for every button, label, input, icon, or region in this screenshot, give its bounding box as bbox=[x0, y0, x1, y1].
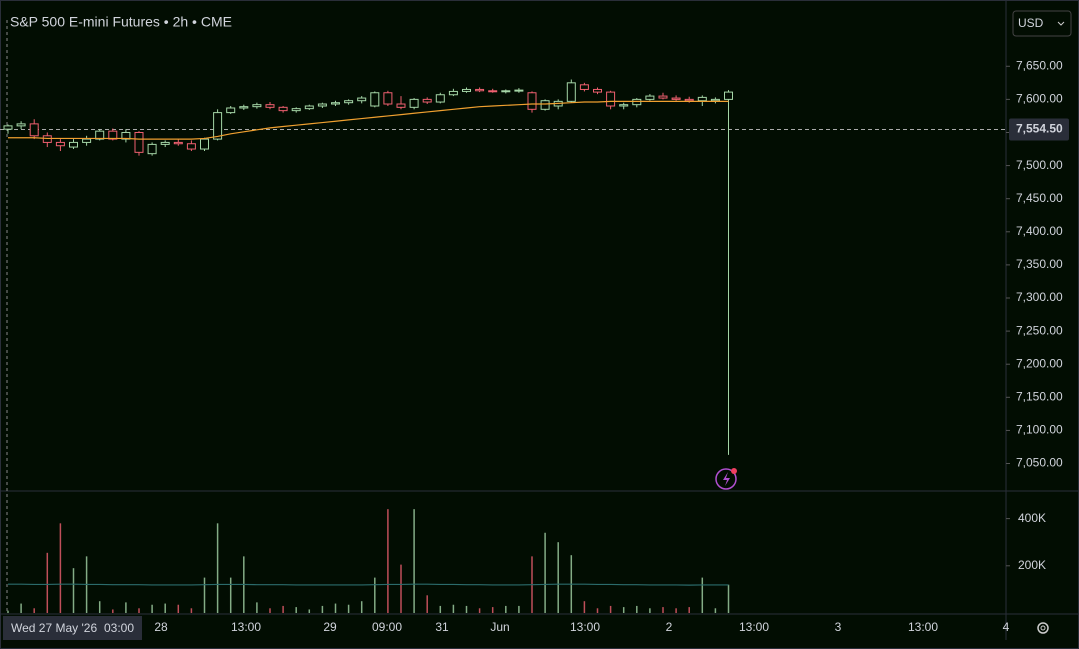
candle-body bbox=[370, 92, 380, 107]
x-tick-label: 13:00 bbox=[570, 620, 600, 634]
volume-tick-label: 400K bbox=[1018, 511, 1046, 525]
y-tick-label: 7,050.00 bbox=[1016, 456, 1063, 470]
candle-body bbox=[317, 103, 327, 107]
chart-title: S&P 500 E-mini Futures • 2h • CME bbox=[10, 14, 232, 30]
candle-body bbox=[566, 82, 576, 102]
candle-body bbox=[3, 125, 13, 130]
candle-body bbox=[69, 141, 78, 148]
event-icon[interactable] bbox=[715, 468, 737, 490]
candle-body bbox=[658, 95, 668, 99]
candle-body bbox=[579, 84, 589, 90]
candle-body bbox=[278, 106, 288, 112]
candle-body bbox=[108, 130, 118, 140]
candle-body bbox=[357, 97, 367, 102]
candle-body bbox=[606, 91, 616, 107]
candle-body bbox=[95, 130, 105, 140]
candle-body bbox=[173, 141, 183, 145]
cursor-date: Wed 27 May '26 bbox=[11, 621, 97, 635]
candle-body bbox=[422, 98, 432, 103]
y-tick-label: 7,350.00 bbox=[1016, 257, 1063, 271]
cursor-date-box bbox=[3, 616, 142, 640]
candle-body bbox=[226, 107, 236, 114]
current-price-box bbox=[1009, 118, 1069, 141]
candle-body bbox=[186, 143, 196, 150]
x-tick-label: 13:00 bbox=[908, 620, 938, 634]
x-tick-label: 13:00 bbox=[739, 620, 769, 634]
x-tick-label: 28 bbox=[154, 620, 168, 634]
candle-body bbox=[134, 131, 144, 153]
y-tick-label: 7,400.00 bbox=[1016, 224, 1063, 238]
x-tick-label: 09:00 bbox=[372, 620, 402, 634]
y-tick-label: 7,650.00 bbox=[1016, 58, 1063, 72]
candle-body bbox=[42, 135, 52, 143]
currency-label: USD bbox=[1018, 16, 1044, 30]
candle-body bbox=[121, 131, 131, 140]
current-price-label: 7,554.50 bbox=[1016, 122, 1063, 136]
candle-body bbox=[55, 141, 65, 147]
candle-body bbox=[147, 143, 157, 155]
y-tick-label: 7,450.00 bbox=[1016, 191, 1063, 205]
candle-body bbox=[304, 105, 314, 110]
candle-body bbox=[475, 88, 485, 92]
y-tick-label: 7,250.00 bbox=[1016, 323, 1063, 337]
candle-body bbox=[645, 95, 655, 100]
candle-body bbox=[291, 108, 301, 112]
x-tick-label: 4 bbox=[1003, 620, 1010, 634]
volume-ma-line bbox=[8, 583, 729, 586]
volume-tick-label: 200K bbox=[1018, 558, 1046, 572]
y-tick-label: 7,300.00 bbox=[1016, 290, 1063, 304]
candle-body bbox=[514, 89, 524, 92]
candle-body bbox=[710, 98, 720, 102]
candle-body bbox=[488, 90, 498, 93]
candle-body bbox=[383, 92, 393, 105]
candle-body bbox=[16, 123, 26, 127]
candle-body bbox=[462, 88, 471, 92]
candle-body bbox=[593, 88, 602, 93]
candle-body bbox=[697, 96, 707, 102]
settings-icon[interactable] bbox=[1037, 622, 1049, 634]
candle-body bbox=[435, 94, 445, 103]
candle-body bbox=[619, 104, 629, 107]
x-tick-label: Jun bbox=[490, 620, 509, 634]
currency-select[interactable] bbox=[1012, 10, 1072, 37]
candle-body bbox=[239, 106, 249, 109]
y-tick-label: 7,200.00 bbox=[1016, 356, 1063, 370]
candle-body bbox=[724, 91, 733, 100]
candle-body bbox=[200, 138, 209, 150]
candle-body bbox=[396, 103, 406, 108]
y-tick-label: 7,500.00 bbox=[1016, 158, 1063, 172]
candle-body bbox=[671, 97, 681, 100]
candle-body bbox=[265, 104, 275, 108]
x-tick-label: 29 bbox=[323, 620, 337, 634]
candle-body bbox=[331, 102, 340, 105]
y-tick-label: 7,100.00 bbox=[1016, 423, 1063, 437]
x-tick-label: 3 bbox=[835, 620, 842, 634]
candle-body bbox=[540, 100, 550, 110]
x-tick-label: 31 bbox=[435, 620, 449, 634]
candle-body bbox=[29, 123, 39, 137]
candle-body bbox=[501, 90, 511, 93]
x-tick-label: 13:00 bbox=[231, 620, 261, 634]
candle-body bbox=[252, 104, 262, 108]
x-tick-label: 2 bbox=[666, 620, 673, 634]
candle-body bbox=[448, 90, 458, 96]
cursor-time: 03:00 bbox=[104, 621, 134, 635]
candle-body bbox=[82, 138, 92, 143]
candle-body bbox=[160, 141, 170, 145]
candle-body bbox=[632, 98, 642, 106]
candle-body bbox=[527, 92, 537, 110]
candle-body bbox=[344, 100, 354, 104]
dropdown-arrow bbox=[1057, 21, 1065, 26]
candle-body bbox=[409, 98, 419, 108]
y-tick-label: 7,600.00 bbox=[1016, 92, 1063, 106]
candle-body bbox=[684, 98, 694, 102]
y-tick-label: 7,150.00 bbox=[1016, 389, 1063, 403]
ma-line bbox=[8, 100, 729, 140]
candle-body bbox=[213, 112, 223, 140]
